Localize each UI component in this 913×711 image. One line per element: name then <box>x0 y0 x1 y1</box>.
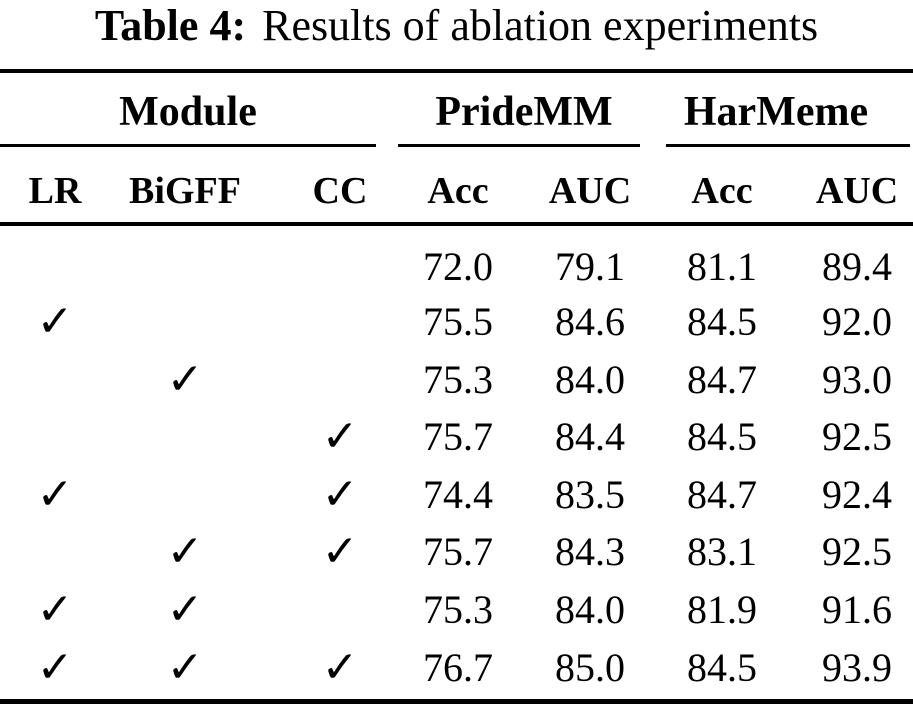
pridemm-auc-cell: 84.0 <box>555 587 625 632</box>
harmeme-cmidrule <box>666 144 910 147</box>
table-caption: Table 4: Results of ablation experiments <box>0 2 913 50</box>
pridemm-acc-cell: 74.4 <box>423 472 493 517</box>
pridemm-auc-cell: 84.0 <box>555 357 625 402</box>
column-header-pridemm-acc: Acc <box>427 170 489 212</box>
column-header-harmeme-acc: Acc <box>691 170 753 212</box>
lr-check-cell: ✓ <box>36 642 74 693</box>
harmeme-acc-cell: 84.5 <box>687 645 757 690</box>
cc-check-cell: ✓ <box>321 526 359 577</box>
lr-check-cell: ✓ <box>36 584 74 635</box>
pridemm-acc-cell: 75.7 <box>423 529 493 574</box>
harmeme-auc-cell: 93.9 <box>822 645 892 690</box>
harmeme-acc-cell: 84.5 <box>687 299 757 344</box>
group-header-pridemm: PrideMM <box>435 89 613 135</box>
pridemm-auc-cell: 84.3 <box>555 529 625 574</box>
table-caption-text: Results of ablation experiments <box>262 1 819 50</box>
harmeme-auc-cell: 92.0 <box>822 299 892 344</box>
pridemm-acc-cell: 75.3 <box>423 357 493 402</box>
harmeme-acc-cell: 84.7 <box>687 357 757 402</box>
harmeme-auc-cell: 89.4 <box>822 244 892 289</box>
group-header-module: Module <box>119 89 257 135</box>
table-bottom-rule <box>0 699 913 704</box>
pridemm-auc-cell: 83.5 <box>555 472 625 517</box>
group-header-harmeme: HarMeme <box>683 89 869 135</box>
pridemm-acc-cell: 75.7 <box>423 414 493 459</box>
bigff-check-cell: ✓ <box>166 354 204 405</box>
cc-check-cell: ✓ <box>321 642 359 693</box>
header-bottom-rule <box>0 222 913 226</box>
lr-check-cell: ✓ <box>36 469 74 520</box>
bigff-check-cell: ✓ <box>166 642 204 693</box>
column-header-pridemm-auc: AUC <box>548 170 632 212</box>
table-caption-label: Table 4: <box>94 1 247 50</box>
column-header-cc: CC <box>312 170 368 212</box>
pridemm-acc-cell: 76.7 <box>423 645 493 690</box>
cc-check-cell: ✓ <box>321 469 359 520</box>
harmeme-auc-cell: 92.4 <box>822 472 892 517</box>
pridemm-auc-cell: 84.4 <box>555 414 625 459</box>
pridemm-acc-cell: 72.0 <box>423 244 493 289</box>
lr-check-cell: ✓ <box>36 296 74 347</box>
harmeme-auc-cell: 91.6 <box>822 587 892 632</box>
pridemm-auc-cell: 79.1 <box>555 244 625 289</box>
harmeme-acc-cell: 84.7 <box>687 472 757 517</box>
harmeme-acc-cell: 83.1 <box>687 529 757 574</box>
module-cmidrule <box>0 144 376 147</box>
harmeme-acc-cell: 81.1 <box>687 244 757 289</box>
pridemm-acc-cell: 75.3 <box>423 587 493 632</box>
pridemm-auc-cell: 85.0 <box>555 645 625 690</box>
harmeme-auc-cell: 92.5 <box>822 414 892 459</box>
column-header-bigff: BiGFF <box>129 170 241 212</box>
table-top-rule <box>0 69 913 73</box>
cc-check-cell: ✓ <box>321 411 359 462</box>
pridemm-auc-cell: 84.6 <box>555 299 625 344</box>
harmeme-acc-cell: 84.5 <box>687 414 757 459</box>
bigff-check-cell: ✓ <box>166 584 204 635</box>
column-header-harmeme-auc: AUC <box>815 170 899 212</box>
harmeme-auc-cell: 92.5 <box>822 529 892 574</box>
column-header-lr: LR <box>28 170 82 212</box>
harmeme-auc-cell: 93.0 <box>822 357 892 402</box>
pridemm-acc-cell: 75.5 <box>423 299 493 344</box>
bigff-check-cell: ✓ <box>166 526 204 577</box>
pridemm-cmidrule <box>398 144 640 147</box>
harmeme-acc-cell: 81.9 <box>687 587 757 632</box>
